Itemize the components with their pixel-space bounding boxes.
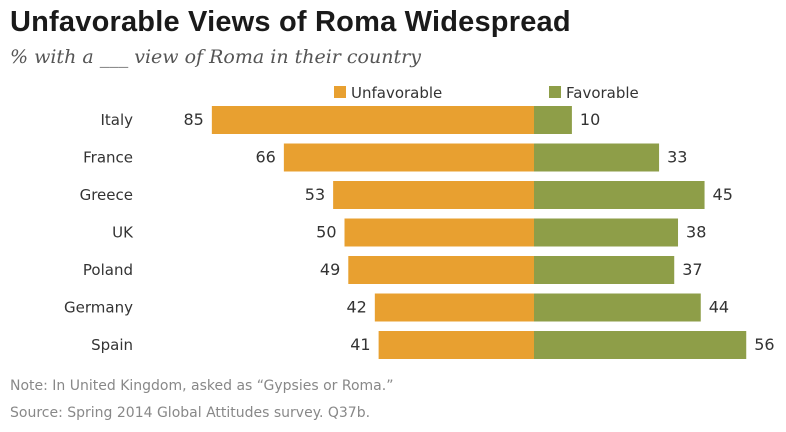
- legend-swatch-favorable: [549, 86, 561, 98]
- bar-unfavorable-france: [283, 143, 534, 172]
- chart-title: Unfavorable Views of Roma Widespread: [10, 6, 571, 38]
- bar-favorable-spain: [534, 331, 747, 359]
- value-label-unfavorable: 66: [256, 148, 276, 167]
- bar-unfavorable-greece: [333, 181, 534, 209]
- value-label-unfavorable: 53: [305, 185, 325, 204]
- category-label: Italy: [100, 111, 133, 129]
- value-label-favorable: 10: [580, 110, 600, 129]
- value-label-favorable: 44: [709, 298, 729, 317]
- value-label-unfavorable: 50: [316, 223, 336, 242]
- bar-favorable-greece: [534, 181, 705, 209]
- category-label: France: [83, 149, 133, 167]
- chart-subtitle: % with a ___ view of Roma in their count…: [10, 46, 421, 68]
- legend-label-unfavorable: Unfavorable: [351, 84, 442, 102]
- legend-swatch-unfavorable: [334, 86, 346, 98]
- value-label-favorable: 37: [682, 260, 702, 279]
- category-label: Greece: [80, 186, 133, 204]
- bar-favorable-germany: [534, 293, 701, 322]
- category-label: UK: [112, 224, 134, 242]
- value-label-unfavorable: 42: [346, 298, 366, 317]
- bar-unfavorable-poland: [348, 256, 534, 284]
- bar-unfavorable-spain: [378, 331, 534, 359]
- category-label: Germany: [64, 299, 133, 317]
- legend: Unfavorable Favorable: [334, 84, 639, 102]
- bars-group: Italy 85 10 France 66 33 Greece 53 45 UK 50 38 Polan…: [64, 106, 775, 359]
- source-note: Source: Spring 2014 Global Attitudes sur…: [10, 405, 371, 421]
- value-label-unfavorable: 85: [183, 110, 203, 129]
- category-label: Spain: [91, 336, 133, 354]
- legend-label-favorable: Favorable: [566, 84, 639, 102]
- diverging-bar-chart: Unfavorable Favorable Italy 85 10 France 66 3…: [64, 84, 775, 359]
- bar-unfavorable-uk: [344, 218, 534, 247]
- bar-unfavorable-italy: [211, 106, 534, 134]
- footnote: Note: In United Kingdom, asked as “Gypsi…: [10, 378, 394, 394]
- value-label-favorable: 56: [754, 335, 774, 354]
- value-label-unfavorable: 49: [320, 260, 340, 279]
- bar-favorable-uk: [534, 218, 679, 247]
- value-label-favorable: 45: [713, 185, 733, 204]
- value-label-favorable: 38: [686, 223, 706, 242]
- category-label: Poland: [83, 261, 133, 279]
- bar-favorable-italy: [534, 106, 572, 134]
- bar-favorable-france: [534, 143, 660, 172]
- value-label-favorable: 33: [667, 148, 687, 167]
- bar-favorable-poland: [534, 256, 675, 284]
- value-label-unfavorable: 41: [350, 335, 370, 354]
- bar-unfavorable-germany: [374, 293, 534, 322]
